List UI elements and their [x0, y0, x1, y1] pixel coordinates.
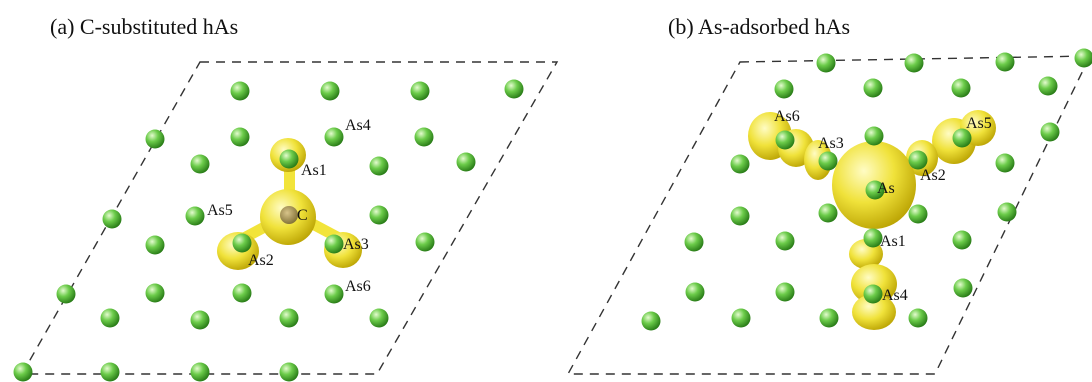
as-atom — [369, 308, 389, 328]
as-atom — [369, 156, 389, 176]
as-atom — [190, 362, 210, 382]
as-atom — [504, 79, 524, 99]
as-atom — [279, 308, 299, 328]
as-atom — [102, 209, 122, 229]
as-atom — [324, 127, 344, 147]
as-atom — [145, 129, 165, 149]
as-atom — [997, 202, 1017, 222]
atom-label: As2 — [920, 167, 946, 184]
as-atom — [952, 128, 972, 148]
as-atom — [230, 81, 250, 101]
as-atom — [190, 310, 210, 330]
atom-label: As3 — [818, 135, 844, 152]
atom-label: As4 — [345, 117, 371, 134]
as-atom — [1040, 122, 1060, 142]
as-atom — [908, 204, 928, 224]
as-atom — [684, 232, 704, 252]
atom-label: As — [877, 180, 895, 197]
as-atom — [190, 154, 210, 174]
carbon-atom — [280, 206, 298, 224]
as-atom — [995, 52, 1015, 72]
as-atom — [908, 150, 928, 170]
as-atom — [279, 149, 299, 169]
as-atom — [908, 308, 928, 328]
as-atom — [731, 308, 751, 328]
as-atom — [818, 151, 838, 171]
as-atom — [775, 282, 795, 302]
as-atom — [730, 154, 750, 174]
as-atom — [863, 228, 883, 248]
as-atom — [324, 234, 344, 254]
atom-label: As4 — [882, 287, 908, 304]
atom-label: C — [297, 207, 308, 224]
as-atom — [100, 308, 120, 328]
as-atom — [56, 284, 76, 304]
as-atom — [410, 81, 430, 101]
as-atom — [818, 203, 838, 223]
as-atom — [13, 362, 33, 382]
as-atom — [414, 127, 434, 147]
panel-a-title: (a) C-substituted hAs — [50, 14, 238, 39]
as-atom — [865, 180, 885, 200]
as-atom — [863, 78, 883, 98]
as-atom — [100, 362, 120, 382]
atom-label: As6 — [345, 278, 371, 295]
as-atom — [185, 206, 205, 226]
atom-label: As5 — [966, 115, 992, 132]
as-atom — [145, 235, 165, 255]
atom-label: As1 — [880, 233, 906, 250]
as-atom — [730, 206, 750, 226]
atom-label: As5 — [207, 202, 233, 219]
as-atom — [864, 126, 884, 146]
as-atom — [995, 153, 1015, 173]
as-atom — [232, 283, 252, 303]
as-atom — [324, 284, 344, 304]
atom-label: As2 — [248, 252, 274, 269]
as-atom — [320, 81, 340, 101]
atom-label: As6 — [774, 108, 800, 125]
as-atom — [456, 152, 476, 172]
panel-b-title: (b) As-adsorbed hAs — [668, 14, 850, 39]
as-atom — [1074, 48, 1092, 68]
as-atom — [230, 127, 250, 147]
as-atom — [279, 362, 299, 382]
as-atom — [415, 232, 435, 252]
as-atom — [819, 308, 839, 328]
as-atom — [145, 283, 165, 303]
panel-b: (b) As-adsorbed hAs — [566, 14, 1092, 375]
as-atom — [641, 311, 661, 331]
as-atom — [863, 284, 883, 304]
unit-cell-b — [566, 55, 1092, 375]
atom-label: As1 — [301, 162, 327, 179]
atoms-b — [641, 48, 1092, 331]
as-atom — [775, 130, 795, 150]
as-atom — [953, 278, 973, 298]
as-atom — [816, 53, 836, 73]
atoms-a — [13, 79, 524, 382]
panel-a: (a) C-substituted hAs — [13, 14, 559, 382]
as-atom — [369, 205, 389, 225]
as-atom — [232, 233, 252, 253]
unit-cell-a — [20, 61, 559, 375]
as-atom — [775, 231, 795, 251]
density-lobe — [852, 294, 896, 330]
as-atom — [951, 78, 971, 98]
atom-label: As3 — [343, 236, 369, 253]
as-atom — [904, 53, 924, 73]
as-atom — [1038, 76, 1058, 96]
as-atom — [774, 79, 794, 99]
as-atom — [952, 230, 972, 250]
as-atom — [685, 282, 705, 302]
density-lobe — [851, 264, 897, 304]
